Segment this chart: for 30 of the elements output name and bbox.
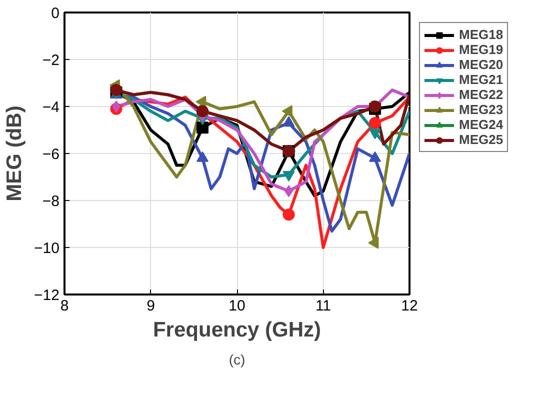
point xyxy=(282,116,295,127)
x-tick-label: 10 xyxy=(228,298,246,314)
y-tick-label: −2 xyxy=(42,52,60,69)
y-axis-title: MEG (dB) xyxy=(3,106,26,202)
legend-label: MEG19 xyxy=(459,42,504,57)
point xyxy=(196,122,208,134)
y-tick-label: −6 xyxy=(42,146,60,163)
point xyxy=(282,170,295,182)
point xyxy=(112,100,120,112)
x-tick-label: 8 xyxy=(60,298,69,314)
y-tick-label: −12 xyxy=(34,287,60,304)
legend-label: MEG22 xyxy=(459,87,504,102)
y-tick-label: −4 xyxy=(42,99,60,116)
x-axis-title: Frequency (GHz) xyxy=(152,318,322,342)
x-tick-label: 11 xyxy=(315,298,332,314)
x-tick-label: 9 xyxy=(146,298,155,314)
legend-label: MEG25 xyxy=(459,132,504,147)
y-tick-label: −8 xyxy=(42,193,60,210)
legend-label: MEG23 xyxy=(459,102,504,117)
point xyxy=(369,116,381,129)
x-tick-label: 12 xyxy=(401,298,418,314)
point xyxy=(368,236,379,249)
y-tick-label: 0 xyxy=(51,5,60,22)
legend-label: MEG18 xyxy=(459,27,504,42)
legend-label: MEG20 xyxy=(459,57,504,72)
y-tick-label: −10 xyxy=(34,240,60,257)
legend-label: MEG21 xyxy=(459,72,504,87)
point xyxy=(282,208,295,221)
legend-label: MEG24 xyxy=(459,117,504,132)
text: (c) xyxy=(228,352,246,368)
